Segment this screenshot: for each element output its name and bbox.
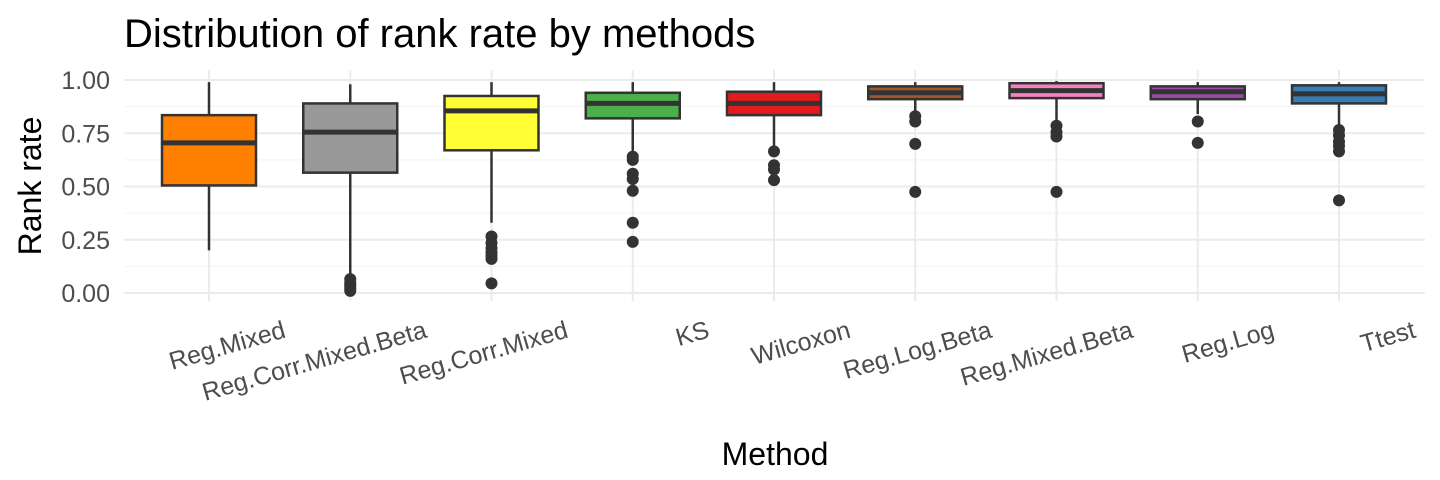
x-tick-label: Reg.Log [1179,316,1278,369]
x-axis-title: Method [722,436,829,472]
outlier-point [1050,185,1063,198]
x-tick-label: KS [673,316,713,352]
box-group [725,82,823,187]
box-group [160,82,258,251]
box-group [1290,82,1388,207]
outlier-point [768,163,780,176]
outlier-point [1191,136,1204,149]
outlier-point [768,145,780,158]
outlier-point [485,277,498,290]
y-tick-label: 0.75 [61,120,110,148]
y-tick-label: 0.25 [61,227,110,255]
box-group [584,82,681,248]
x-tick-label: Ttest [1357,316,1418,358]
outlier-point [768,174,780,187]
box-group [302,84,399,297]
box [443,94,540,152]
y-tick-label: 0.50 [61,174,110,202]
outlier-point [1191,115,1204,128]
outlier-point [1333,194,1345,207]
box [160,113,258,187]
outlier-point [626,153,639,166]
y-tick-label: 0.00 [61,280,110,308]
x-tick-labels: Reg.MixedReg.Corr.Mixed.BetaReg.Corr.Mix… [166,316,1419,407]
outlier-point [626,235,639,248]
y-tick-labels: 0.00 0.25 0.50 0.75 1.00 [61,67,110,308]
box-group [443,82,540,290]
chart-title: Distribution of rank rate by methods [124,12,755,56]
outlier-point [626,184,639,197]
y-axis-title: Rank rate [12,117,48,256]
outlier-point [909,115,922,128]
box-group [1008,81,1105,198]
outlier-point [626,216,639,229]
box-group [1149,82,1246,149]
outlier-point [344,284,357,297]
outlier-point [909,185,922,198]
box [302,102,399,174]
outlier-point [485,252,498,265]
outlier-point [909,137,922,150]
outlier-point [1333,145,1345,158]
outlier-point [626,173,639,186]
outlier-point [1050,130,1063,143]
boxes [160,81,1388,297]
x-tick-label: Wilcoxon [748,316,853,371]
y-tick-label: 1.00 [61,67,110,95]
box-group [867,82,964,198]
